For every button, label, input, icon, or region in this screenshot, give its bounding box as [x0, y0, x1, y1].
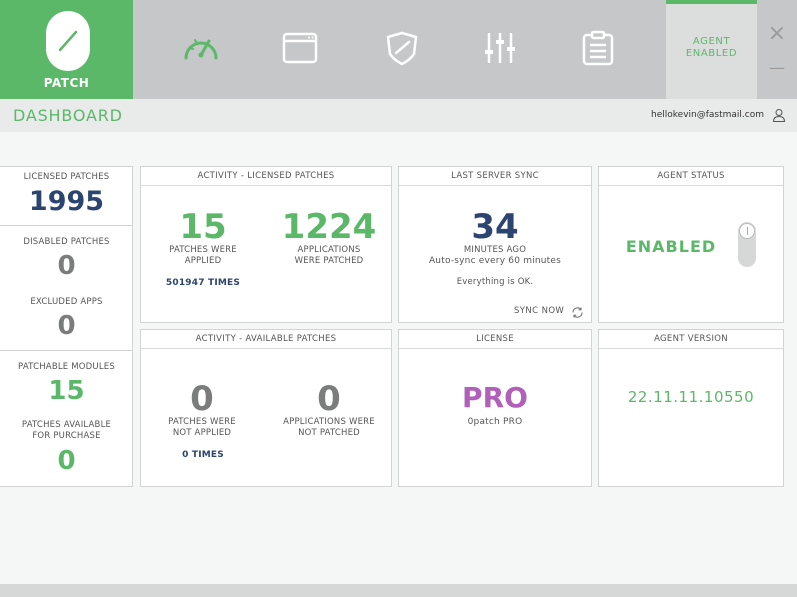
excluded-apps-value: 0	[57, 311, 76, 341]
times-count: 0 TIMES	[182, 450, 224, 460]
patches-not-applied-label-1: PATCHES WERE	[168, 417, 236, 427]
nav-window-icon[interactable]	[280, 28, 320, 68]
patches-available-label-1: PATCHES AVAILABLE	[21, 420, 112, 430]
user-icon[interactable]	[772, 108, 786, 122]
patches-available-label-2: FOR PURCHASE	[32, 431, 101, 441]
applications-not-patched-label-2: NOT PATCHED	[298, 428, 360, 438]
nav-dashboard-speedometer-icon[interactable]	[181, 28, 221, 68]
activity-licensed-panel: ACTIVITY - LICENSED PATCHES 15 PATCHES W…	[140, 166, 392, 323]
nav-clipboard-icon[interactable]	[578, 28, 618, 68]
agent-status-value: ENABLED	[625, 237, 717, 256]
panel-title: ACTIVITY - AVAILABLE PATCHES	[141, 330, 391, 349]
minimize-button[interactable]: —	[769, 58, 785, 77]
agent-status-panel: AGENT STATUS ENABLED	[598, 166, 784, 323]
agent-toggle-switch[interactable]	[738, 222, 756, 267]
logo-text: PATCH	[43, 76, 90, 90]
modules-card: PATCHABLE MODULES 15 PATCHES AVAILABLE F…	[0, 350, 133, 487]
applications-not-patched-label-1: APPLICATIONS WERE	[283, 417, 375, 427]
disabled-patches-value: 0	[57, 251, 76, 281]
server-sync-panel: LAST SERVER SYNC 34 MINUTES AGO Auto-syn…	[398, 166, 592, 323]
autosync-text: Auto-sync every 60 minutes	[428, 256, 562, 266]
times-count: 501947 TIMES	[165, 278, 241, 288]
patches-not-applied-label-2: NOT APPLIED	[172, 428, 232, 438]
user-email[interactable]: hellokevin@fastmail.com	[651, 110, 764, 120]
page-title: DASHBOARD	[13, 106, 123, 125]
licensed-patches-label: LICENSED PATCHES	[23, 172, 110, 182]
patches-applied-label-2: APPLIED	[184, 256, 222, 266]
toggle-knob	[739, 223, 755, 239]
agent-badge-line1: AGENT	[692, 36, 731, 47]
shield-icon	[386, 31, 418, 66]
applications-patched-value: 1224	[281, 207, 377, 247]
patches-not-applied-value: 0	[190, 379, 214, 419]
agent-badge-line2: ENABLED	[685, 48, 738, 59]
applications-patched-label-1: APPLICATIONS	[297, 245, 361, 255]
nav-sliders-icon[interactable]	[480, 28, 520, 68]
licensed-patches-value: 1995	[28, 186, 105, 217]
sync-minutes-label: MINUTES AGO	[463, 245, 527, 255]
agent-enabled-badge[interactable]: AGENT ENABLED	[666, 0, 757, 99]
window-icon	[282, 32, 318, 64]
logo-badge	[46, 11, 90, 71]
patchable-modules-value: 15	[48, 376, 85, 406]
panel-title: ACTIVITY - LICENSED PATCHES	[141, 167, 391, 186]
panel-title: AGENT VERSION	[599, 330, 783, 349]
sync-status-text: Everything is OK.	[456, 277, 534, 287]
sync-now-button[interactable]: SYNC NOW	[514, 306, 565, 316]
disabled-excluded-card: DISABLED PATCHES 0 EXCLUDED APPS 0	[0, 225, 133, 351]
bottom-bar	[0, 584, 797, 597]
app-logo[interactable]: PATCH	[0, 0, 133, 99]
license-sub: 0patch PRO	[467, 417, 523, 427]
panel-title: AGENT STATUS	[599, 167, 783, 186]
nav-shield-icon[interactable]	[382, 28, 422, 68]
license-value: PRO	[462, 381, 528, 414]
refresh-icon[interactable]	[571, 306, 584, 319]
patches-applied-value: 15	[179, 207, 227, 247]
applications-not-patched-value: 0	[317, 379, 341, 419]
sliders-icon	[485, 33, 515, 63]
panel-title: LAST SERVER SYNC	[399, 167, 591, 186]
activity-available-panel: ACTIVITY - AVAILABLE PATCHES 0 PATCHES W…	[140, 329, 392, 487]
agent-version-value: 22.11.11.10550	[627, 388, 755, 406]
licensed-patches-card: LICENSED PATCHES 1995	[0, 166, 133, 226]
patches-applied-label-1: PATCHES WERE	[169, 245, 237, 255]
speedometer-icon	[184, 39, 218, 60]
disabled-patches-label: DISABLED PATCHES	[23, 237, 110, 247]
clipboard-icon	[582, 30, 614, 66]
close-button[interactable]: ×	[767, 21, 787, 46]
agent-version-panel: AGENT VERSION 22.11.11.10550	[598, 329, 784, 487]
slash-icon	[58, 30, 78, 52]
applications-patched-label-2: WERE PATCHED	[294, 256, 364, 266]
license-panel: LICENSE PRO 0patch PRO	[398, 329, 592, 487]
patches-available-value: 0	[57, 446, 76, 476]
panel-title: LICENSE	[399, 330, 591, 349]
page-header: DASHBOARD hellokevin@fastmail.com	[0, 99, 797, 132]
excluded-apps-label: EXCLUDED APPS	[30, 297, 103, 307]
sync-minutes-value: 34	[471, 207, 519, 247]
patchable-modules-label: PATCHABLE MODULES	[18, 362, 115, 372]
